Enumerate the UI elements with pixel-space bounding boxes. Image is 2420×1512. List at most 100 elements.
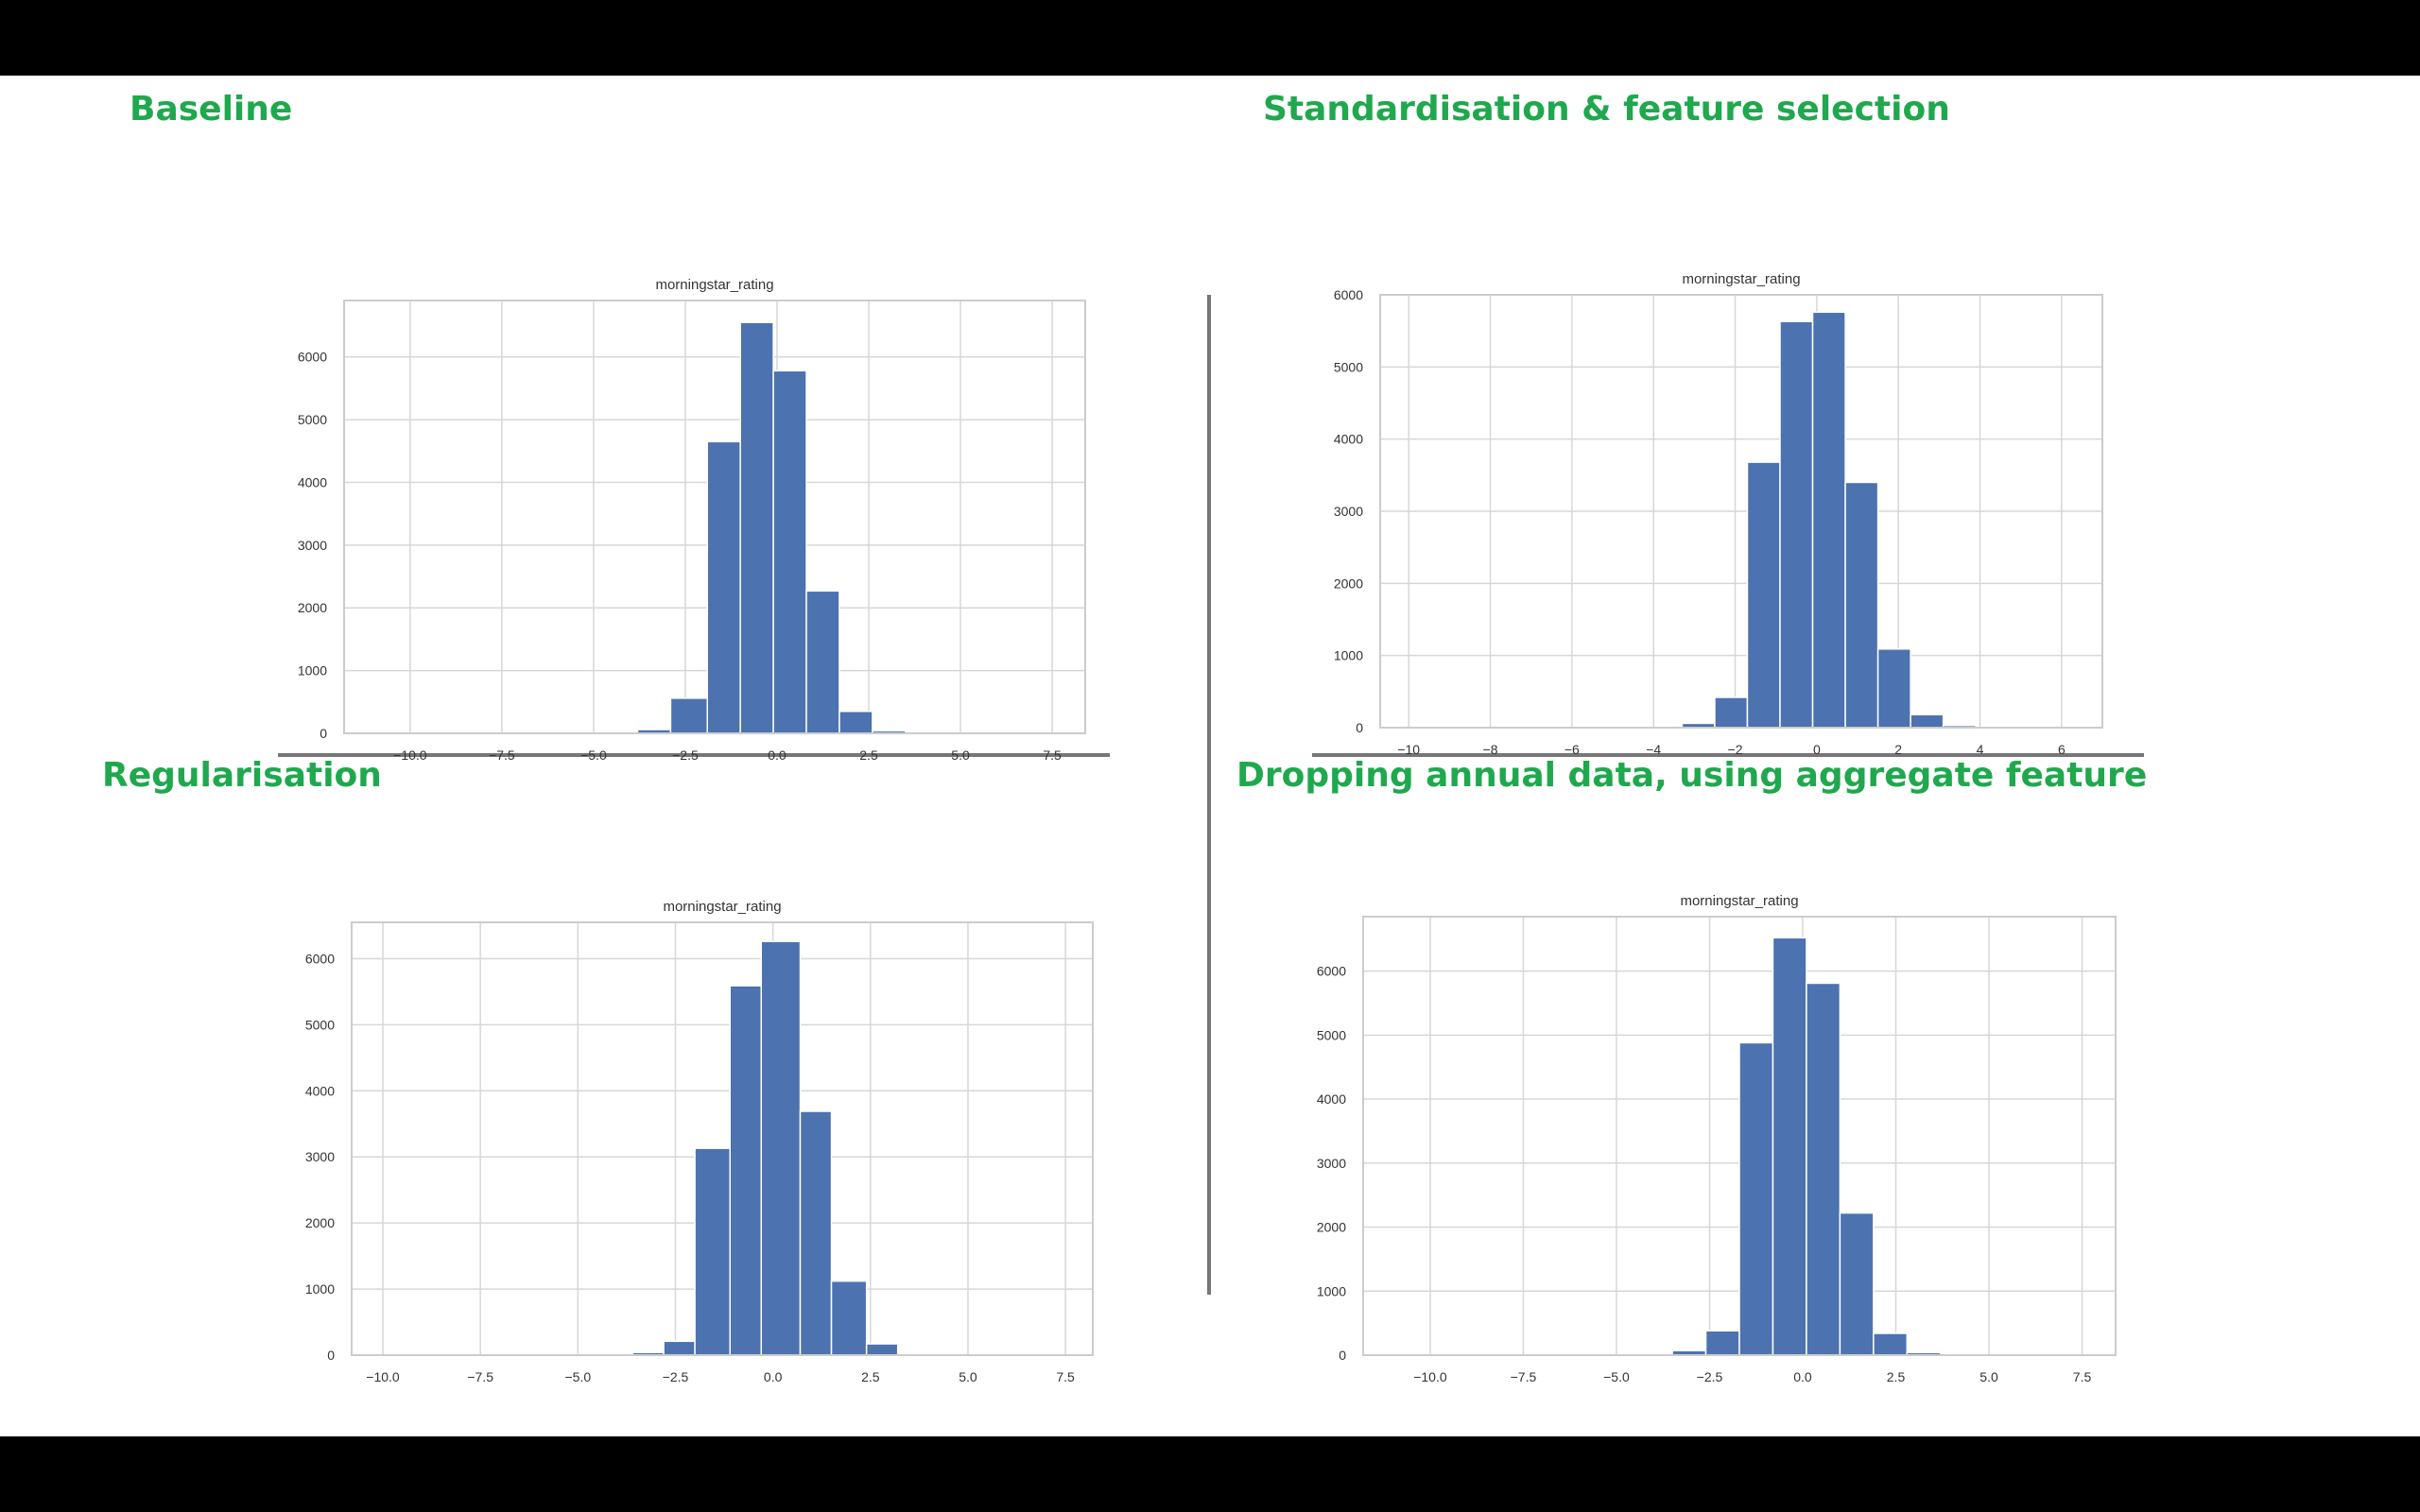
y-tick-label: 0 <box>320 726 327 741</box>
x-tick-label: −7.5 <box>467 1369 493 1384</box>
x-tick-label: 0.0 <box>768 747 786 763</box>
x-tick-label: −10.0 <box>393 747 427 763</box>
x-tick-label: −5.0 <box>565 1369 592 1384</box>
histogram-bar <box>838 711 873 734</box>
plot-frame <box>1379 294 2103 729</box>
y-tick-label: 2000 <box>1334 576 1363 591</box>
x-tick-label: 2.5 <box>859 747 878 763</box>
chart-title: morningstar_rating <box>663 899 781 915</box>
x-tick-label: −2 <box>1728 742 1743 757</box>
x-tick-label: −7.5 <box>1511 1369 1537 1384</box>
x-tick-label: 2 <box>1894 742 1902 757</box>
x-tick-label: 7.5 <box>1056 1369 1075 1384</box>
x-tick-label: 5.0 <box>951 747 970 763</box>
y-tick-label: 4000 <box>1334 432 1363 447</box>
x-tick-label: −2.5 <box>672 747 699 763</box>
horizontal-divider-left <box>278 753 1110 757</box>
histogram-bar <box>729 985 763 1356</box>
x-tick-label: −10.0 <box>366 1369 400 1384</box>
y-tick-label: 5000 <box>298 412 327 427</box>
histogram-bar <box>799 1110 833 1356</box>
histogram-bar <box>1772 936 1807 1356</box>
histogram-bar <box>694 1147 732 1356</box>
x-tick-label: −2.5 <box>663 1369 689 1384</box>
y-tick-label: 1000 <box>1317 1283 1346 1298</box>
chart-title: morningstar_rating <box>1680 893 1798 909</box>
x-tick-label: −5.0 <box>580 747 607 763</box>
histogram-bar <box>865 1343 899 1356</box>
x-tick-label: −10 <box>1397 742 1420 757</box>
x-tick-label: 6 <box>2058 742 2066 757</box>
y-tick-label: 6000 <box>1334 287 1363 302</box>
histogram-bar <box>739 321 774 734</box>
x-tick-label: 5.0 <box>1979 1369 1998 1384</box>
x-tick-label: 2.5 <box>1887 1369 1906 1384</box>
x-tick-label: 7.5 <box>1043 747 1062 763</box>
chart-title: morningstar_rating <box>1682 271 1800 287</box>
y-tick-label: 5000 <box>305 1017 335 1032</box>
plot-frame <box>1362 916 2117 1356</box>
y-tick-label: 3000 <box>298 538 327 553</box>
y-tick-label: 6000 <box>1317 964 1346 979</box>
x-tick-label: −10.0 <box>1413 1369 1447 1384</box>
histogram-bar <box>1806 982 1841 1356</box>
histogram-bar <box>1910 713 1945 729</box>
plot-frame <box>343 300 1086 734</box>
heading-dropping-annual-data: Dropping annual data, using aggregate fe… <box>1236 756 2148 795</box>
y-tick-label: 4000 <box>1317 1091 1346 1107</box>
x-tick-label: −4 <box>1646 742 1661 757</box>
histogram-bar <box>1839 1211 1875 1356</box>
histogram-bar <box>706 440 741 734</box>
x-tick-label: 7.5 <box>2073 1369 2092 1384</box>
x-tick-label: −5.0 <box>1603 1369 1630 1384</box>
y-tick-label: 4000 <box>305 1083 335 1098</box>
heading-regularisation: Regularisation <box>102 756 382 795</box>
y-tick-label: 5000 <box>1334 359 1363 374</box>
histogram-bar <box>1876 648 1911 729</box>
histogram-dropping-annual-data: −10.0 −7.5 −5.0 −2.5 0.0 2.5 5.0 7.5 0 1000 2000 30… <box>1317 893 2117 1384</box>
y-tick-label: 4000 <box>298 474 327 490</box>
slide: Baseline Standardisation & feature selec… <box>0 76 2420 1436</box>
histogram-standardisation: −10 −8 −6 −4 −2 0 2 4 6 0 1000 2000 3000 4000 5000 6000… <box>1334 271 2103 757</box>
histogram-bar <box>1746 461 1781 729</box>
y-tick-label: 3000 <box>1334 504 1363 519</box>
y-tick-label: 1000 <box>305 1281 335 1297</box>
x-tick-label: −7.5 <box>489 747 515 763</box>
histogram-baseline: −10.0 −7.5 −5.0 −2.5 0.0 2.5 5.0 7.5 0 1000 2000 30… <box>298 277 1086 763</box>
x-tick-label: 0 <box>1813 742 1821 757</box>
y-tick-label: 2000 <box>305 1215 335 1230</box>
chart-title: morningstar_rating <box>655 277 773 293</box>
histogram-bar <box>1738 1041 1774 1356</box>
y-tick-label: 0 <box>1356 720 1363 735</box>
y-tick-label: 1000 <box>298 663 327 679</box>
y-tick-label: 3000 <box>305 1149 335 1164</box>
x-tick-label: 2.5 <box>861 1369 880 1384</box>
y-tick-label: 5000 <box>1317 1027 1346 1042</box>
histogram-bar <box>1779 320 1814 729</box>
histogram-bar <box>1873 1332 1909 1356</box>
y-tick-label: 1000 <box>1334 648 1363 663</box>
x-tick-label: −2.5 <box>1697 1369 1723 1384</box>
histogram-regularisation: −10.0 −7.5 −5.0 −2.5 0.0 2.5 5.0 7.5 0 1000 2000 30… <box>305 899 1094 1384</box>
histogram-bar <box>830 1280 868 1356</box>
plot-frame <box>351 921 1094 1356</box>
histogram-bar <box>1714 696 1749 729</box>
histogram-bar <box>1704 1330 1740 1356</box>
y-tick-label: 2000 <box>298 600 327 615</box>
histogram-bar <box>663 1340 696 1356</box>
vertical-divider <box>1207 295 1211 1295</box>
histogram-bar <box>1811 311 1846 729</box>
x-tick-label: 4 <box>1977 742 1984 757</box>
y-tick-label: 0 <box>327 1348 335 1363</box>
heading-baseline: Baseline <box>130 90 293 129</box>
x-tick-label: −6 <box>1564 742 1580 757</box>
y-tick-label: 2000 <box>1317 1220 1346 1235</box>
y-tick-label: 0 <box>1339 1348 1346 1363</box>
x-tick-label: −8 <box>1483 742 1498 757</box>
x-tick-label: 0.0 <box>764 1369 783 1384</box>
y-tick-label: 6000 <box>298 350 327 365</box>
x-tick-label: 0.0 <box>1793 1369 1812 1384</box>
histogram-bar <box>1844 481 1879 729</box>
histogram-bar <box>805 590 840 734</box>
histogram-bar <box>772 369 807 734</box>
